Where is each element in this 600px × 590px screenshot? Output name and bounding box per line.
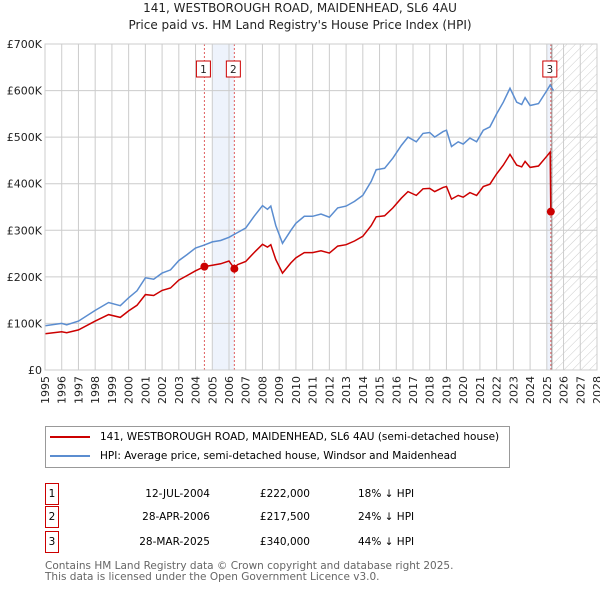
sale-row: 3 28-MAR-2025 £340,000 44% ↓ HPI xyxy=(45,531,445,553)
footer-licence: This data is licensed under the Open Gov… xyxy=(45,571,380,583)
footer-copyright: Contains HM Land Registry data © Crown c… xyxy=(45,560,454,572)
x-tick-label: 2027 xyxy=(574,376,587,404)
x-tick-label: 2022 xyxy=(491,376,504,404)
sale-label: 1 xyxy=(200,64,207,76)
x-tick-label: 2024 xyxy=(524,376,537,404)
sale-point xyxy=(546,207,555,216)
sale-label: 2 xyxy=(230,64,237,76)
x-tick-label: 2000 xyxy=(123,376,136,404)
x-tick-label: 2001 xyxy=(139,376,152,404)
x-tick-label: 2005 xyxy=(206,376,219,404)
shaded-range xyxy=(212,44,235,370)
x-tick-label: 2003 xyxy=(173,376,186,404)
x-tick-label: 2023 xyxy=(507,376,520,404)
sale-number: 2 xyxy=(45,506,59,528)
x-tick-label: 2019 xyxy=(440,376,453,404)
sale-date: 28-APR-2006 xyxy=(142,511,210,523)
x-tick-label: 2007 xyxy=(240,376,253,404)
sale-price: £217,500 xyxy=(259,511,310,523)
x-tick-label: 2013 xyxy=(340,376,353,404)
x-tick-label: 2015 xyxy=(374,376,387,404)
x-tick-label: 2026 xyxy=(558,376,571,404)
y-tick-label: £100K xyxy=(7,317,43,330)
sale-point xyxy=(230,264,239,273)
x-tick-label: 1998 xyxy=(89,376,102,404)
x-tick-label: 2021 xyxy=(474,376,487,404)
sale-date: 28-MAR-2025 xyxy=(139,536,210,548)
x-tick-label: 2006 xyxy=(223,376,236,404)
x-tick-label: 2010 xyxy=(290,376,303,404)
x-tick-label: 2016 xyxy=(390,376,403,404)
y-tick-label: £500K xyxy=(7,131,43,144)
sale-number: 3 xyxy=(45,531,59,553)
x-tick-label: 2004 xyxy=(190,376,203,404)
legend-item-price: 141, WESTBOROUGH ROAD, MAIDENHEAD, SL6 4… xyxy=(50,431,499,443)
sale-number: 1 xyxy=(45,483,59,505)
legend-item-hpi: HPI: Average price, semi-detached house,… xyxy=(50,450,457,462)
x-tick-label: 2020 xyxy=(457,376,470,404)
x-tick-label: 1995 xyxy=(39,376,52,404)
x-tick-label: 2017 xyxy=(407,376,420,404)
hpi-line xyxy=(44,83,555,327)
sale-point xyxy=(200,262,209,271)
y-tick-label: £200K xyxy=(7,271,43,284)
sale-price: £222,000 xyxy=(259,488,310,500)
sale-row: 2 28-APR-2006 £217,500 24% ↓ HPI xyxy=(45,506,445,528)
shaded-range xyxy=(546,44,551,370)
sale-date: 12-JUL-2004 xyxy=(145,488,210,500)
legend-swatch-red xyxy=(50,436,90,438)
y-tick-label: £700K xyxy=(7,38,43,51)
x-tick-label: 1996 xyxy=(56,376,69,404)
chart-title: 141, WESTBOROUGH ROAD, MAIDENHEAD, SL6 4… xyxy=(143,1,457,15)
x-tick-label: 2028 xyxy=(591,376,600,404)
chart-subtitle: Price paid vs. HM Land Registry's House … xyxy=(128,18,472,32)
x-tick-label: 1997 xyxy=(72,376,85,404)
sale-row: 1 12-JUL-2004 £222,000 18% ↓ HPI xyxy=(45,483,445,505)
sale-hpi-diff: 44% ↓ HPI xyxy=(358,536,415,548)
price-paid-line xyxy=(44,149,552,335)
legend-label: 141, WESTBOROUGH ROAD, MAIDENHEAD, SL6 4… xyxy=(100,431,500,443)
sale-label-box xyxy=(542,60,558,78)
x-tick-label: 2002 xyxy=(156,376,169,404)
x-tick-label: 1999 xyxy=(106,376,119,404)
x-tick-label: 2018 xyxy=(424,376,437,404)
plot-border xyxy=(44,43,598,371)
sale-label: 3 xyxy=(546,64,553,76)
forecast-hatch xyxy=(551,44,597,370)
sale-price: £340,000 xyxy=(259,536,310,548)
y-tick-label: £0 xyxy=(28,364,42,377)
x-tick-label: 2025 xyxy=(541,376,554,404)
sale-hpi-diff: 24% ↓ HPI xyxy=(358,511,415,523)
y-tick-label: £600K xyxy=(7,85,43,98)
legend: 141, WESTBOROUGH ROAD, MAIDENHEAD, SL6 4… xyxy=(45,426,510,468)
sale-label-box xyxy=(195,60,211,78)
plot-area: 1995 1996 1997 1998 1999 2000 2001 2002 2003 2004… xyxy=(7,38,600,404)
legend-swatch-blue xyxy=(50,455,90,457)
sale-label-box xyxy=(225,60,241,78)
x-tick-label: 2011 xyxy=(307,376,320,404)
sale-hpi-diff: 18% ↓ HPI xyxy=(358,488,415,500)
x-tick-label: 2009 xyxy=(273,376,286,404)
legend-label: HPI: Average price, semi-detached house,… xyxy=(100,450,457,462)
x-tick-label: 2014 xyxy=(357,376,370,404)
y-tick-label: £300K xyxy=(7,224,43,237)
x-tick-label: 2008 xyxy=(256,376,269,404)
x-tick-label: 2012 xyxy=(323,376,336,404)
y-tick-label: £400K xyxy=(7,178,43,191)
